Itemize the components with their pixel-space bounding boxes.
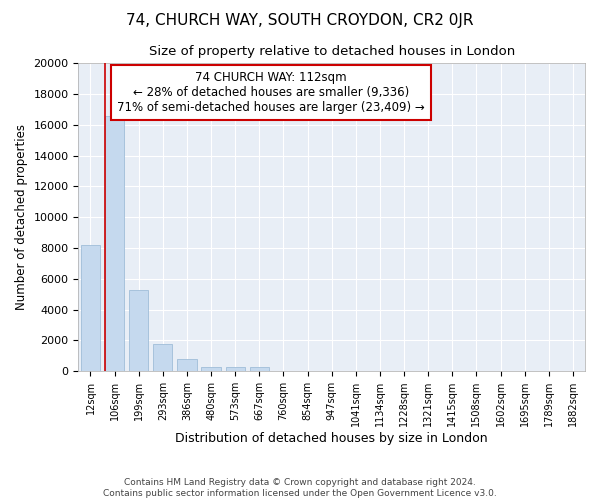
X-axis label: Distribution of detached houses by size in London: Distribution of detached houses by size …: [175, 432, 488, 445]
Bar: [153, 344, 172, 371]
Text: 74 CHURCH WAY: 112sqm
← 28% of detached houses are smaller (9,336)
71% of semi-d: 74 CHURCH WAY: 112sqm ← 28% of detached …: [117, 71, 425, 114]
Bar: [129, 290, 148, 371]
Y-axis label: Number of detached properties: Number of detached properties: [15, 124, 28, 310]
Text: Contains HM Land Registry data © Crown copyright and database right 2024.
Contai: Contains HM Land Registry data © Crown c…: [103, 478, 497, 498]
Title: Size of property relative to detached houses in London: Size of property relative to detached ho…: [149, 45, 515, 58]
Text: 74, CHURCH WAY, SOUTH CROYDON, CR2 0JR: 74, CHURCH WAY, SOUTH CROYDON, CR2 0JR: [126, 12, 474, 28]
Bar: [250, 366, 269, 371]
Bar: [226, 366, 245, 371]
Bar: [178, 359, 197, 371]
Bar: [105, 116, 124, 371]
Bar: [81, 245, 100, 371]
Bar: [202, 366, 221, 371]
